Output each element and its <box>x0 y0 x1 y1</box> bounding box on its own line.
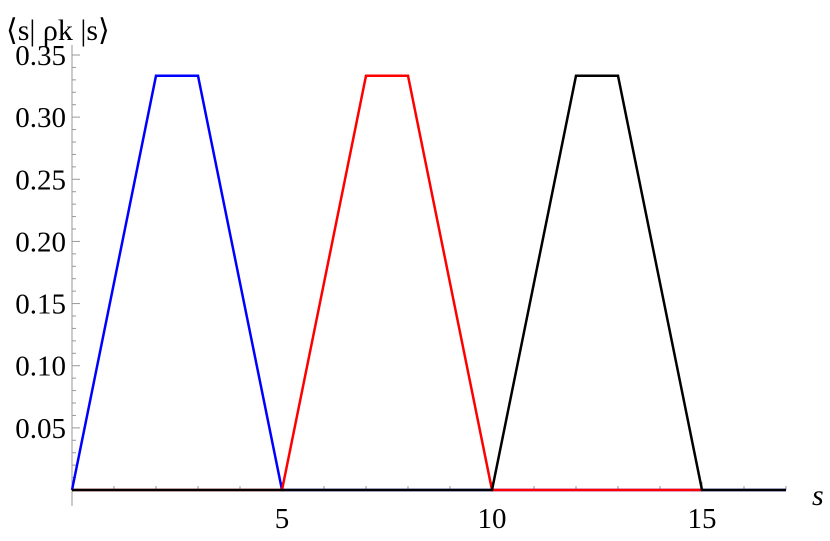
y-tick-label: 0.20 <box>15 226 66 258</box>
series-group <box>70 74 786 492</box>
labels: s ⟨s| ρk |s⟩ <box>6 14 824 512</box>
series-line-3 <box>72 74 786 492</box>
x-tick-label: 10 <box>478 503 507 535</box>
x-tick-label: 15 <box>688 503 717 535</box>
y-tick-label: 0.05 <box>15 413 66 445</box>
series-line-2 <box>72 74 702 492</box>
axes <box>71 45 786 506</box>
x-axis-label: s <box>812 479 824 512</box>
series-line-1 <box>70 74 786 492</box>
y-tick-label: 0.35 <box>15 40 66 72</box>
x-tick-label: 5 <box>275 503 290 535</box>
y-tick-label: 0.15 <box>15 289 66 321</box>
y-tick-label: 0.10 <box>15 351 66 383</box>
y-tick-label: 0.25 <box>15 164 66 196</box>
y-axis-label: ⟨s| ρk |s⟩ <box>6 14 110 47</box>
y-tick-label: 0.30 <box>15 102 66 134</box>
ticks: 5 10 15 0.05 0.10 0.15 0.20 0.25 0.30 0.35 <box>15 40 787 535</box>
